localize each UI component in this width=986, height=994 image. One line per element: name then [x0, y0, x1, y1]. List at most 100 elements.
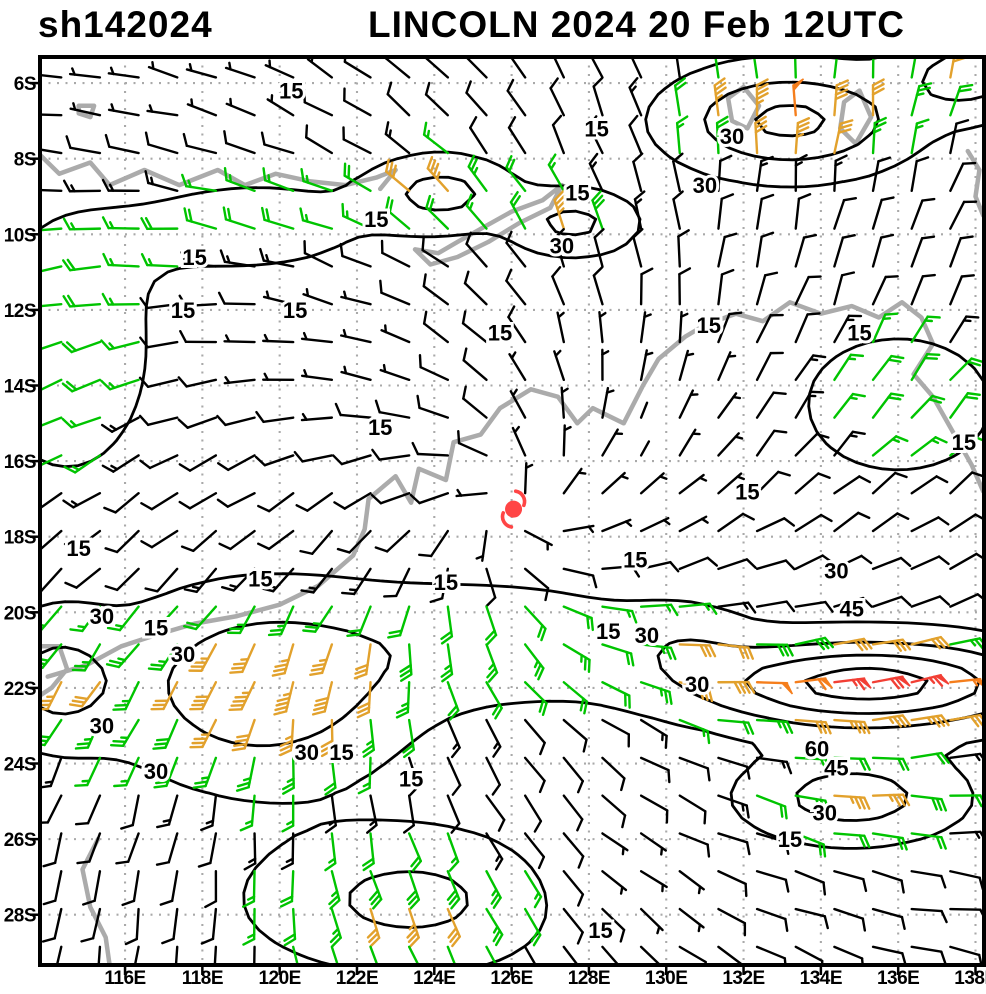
wind-barb: [304, 289, 332, 304]
full-barb-10kt: [225, 168, 227, 180]
barb-staff: [344, 101, 370, 116]
wind-barb: [950, 359, 983, 380]
full-barb-10kt: [635, 192, 644, 200]
wind-barb: [633, 154, 642, 191]
barb-staff: [388, 94, 409, 115]
wind-barb: [641, 403, 647, 418]
barb-staff: [718, 274, 722, 304]
wind-barb: [469, 156, 487, 191]
full-barb-10kt: [355, 674, 366, 678]
full-barb-10kt: [541, 629, 545, 640]
coastline: [840, 91, 871, 144]
barb-staff: [148, 342, 178, 347]
barb-staff: [834, 947, 862, 959]
full-barb-10kt: [785, 806, 786, 818]
full-barb-10kt: [76, 697, 88, 699]
full-barb-10kt: [534, 973, 540, 983]
barb-staff: [551, 88, 564, 115]
wind-barb: [680, 391, 698, 418]
wind-barb: [149, 62, 177, 77]
full-barb-10kt: [499, 820, 504, 831]
full-barb-10kt: [179, 377, 187, 386]
wind-barb: [950, 317, 978, 342]
full-barb-10kt: [313, 711, 325, 714]
full-barb-10kt: [423, 238, 424, 250]
barb-staff: [950, 909, 980, 910]
wind-barb: [950, 554, 986, 569]
wind-barb: [641, 605, 677, 615]
full-barb-10kt: [453, 785, 460, 795]
wind-barb: [757, 195, 773, 229]
full-barb-10kt: [65, 583, 76, 588]
wind-barb: [912, 199, 935, 229]
wind-barb: [718, 682, 754, 693]
wind-barb: [912, 476, 947, 493]
wind-barb: [103, 455, 139, 471]
full-barb-10kt: [863, 598, 871, 607]
isotach-value-label: 30: [144, 759, 168, 784]
wind-barb: [757, 273, 777, 304]
y-tick-label: 16S: [4, 452, 36, 473]
wind-barb: [602, 473, 627, 493]
barb-staff: [175, 947, 177, 977]
full-barb-10kt: [376, 548, 387, 552]
wind-barb: [219, 293, 254, 304]
wind-barb: [63, 493, 99, 507]
full-barb-10kt: [535, 821, 541, 831]
full-barb-10kt: [861, 556, 871, 563]
half-barb-5kt: [193, 587, 199, 588]
wind-barb: [341, 330, 370, 342]
wind-barb: [388, 607, 409, 638]
full-barb-10kt: [241, 826, 252, 831]
full-barb-10kt: [819, 843, 820, 855]
barb-staff: [950, 473, 972, 494]
wind-barb: [140, 378, 177, 387]
barb-staff: [834, 909, 862, 919]
half-barb-5kt: [664, 520, 669, 524]
barb-staff: [463, 323, 486, 342]
full-barb-10kt: [577, 819, 582, 830]
full-barb-10kt: [104, 508, 115, 513]
wind-barb: [552, 267, 563, 304]
full-barb-10kt: [729, 313, 741, 314]
barb-staff: [525, 569, 548, 588]
half-barb-5kt: [657, 927, 659, 933]
full-barb-10kt: [78, 743, 90, 744]
half-barb-5kt: [159, 661, 166, 662]
barb-staff: [128, 833, 138, 861]
wind-barb: [680, 430, 700, 456]
isotach-value-label: 15: [584, 116, 608, 141]
wind-barb: [718, 720, 753, 734]
half-barb-5kt: [118, 659, 124, 660]
wind-barb: [26, 104, 61, 116]
wind-barb: [718, 559, 755, 568]
wind-barb: [525, 720, 545, 754]
barb-staff: [157, 569, 177, 591]
full-barb-10kt: [670, 692, 672, 704]
wind-barb: [602, 833, 627, 854]
wind-barb: [102, 418, 138, 432]
full-barb-10kt: [325, 863, 335, 870]
y-tick-label: 18S: [4, 528, 36, 549]
full-barb-10kt: [585, 657, 586, 669]
half-barb-5kt: [515, 427, 519, 432]
full-barb-10kt: [463, 387, 465, 399]
wind-barb: [141, 531, 177, 547]
x-tick-label: 116E: [104, 968, 145, 989]
full-barb-10kt: [919, 83, 931, 86]
full-barb-10kt: [621, 778, 624, 790]
full-barb-10kt: [185, 208, 187, 220]
isotach-value-label: 15: [952, 430, 976, 455]
full-barb-10kt: [101, 341, 109, 350]
wind-barb: [873, 513, 908, 531]
half-barb-5kt: [592, 162, 596, 167]
full-barb-10kt: [940, 596, 949, 604]
full-barb-10kt: [941, 837, 945, 848]
full-barb-10kt: [594, 78, 602, 87]
full-barb-10kt: [670, 562, 678, 571]
isotach-value-label: 30: [90, 604, 114, 629]
full-barb-10kt: [393, 166, 395, 178]
barb-staff: [213, 909, 216, 939]
wind-barb: [64, 181, 100, 191]
wind-barb: [873, 715, 910, 726]
